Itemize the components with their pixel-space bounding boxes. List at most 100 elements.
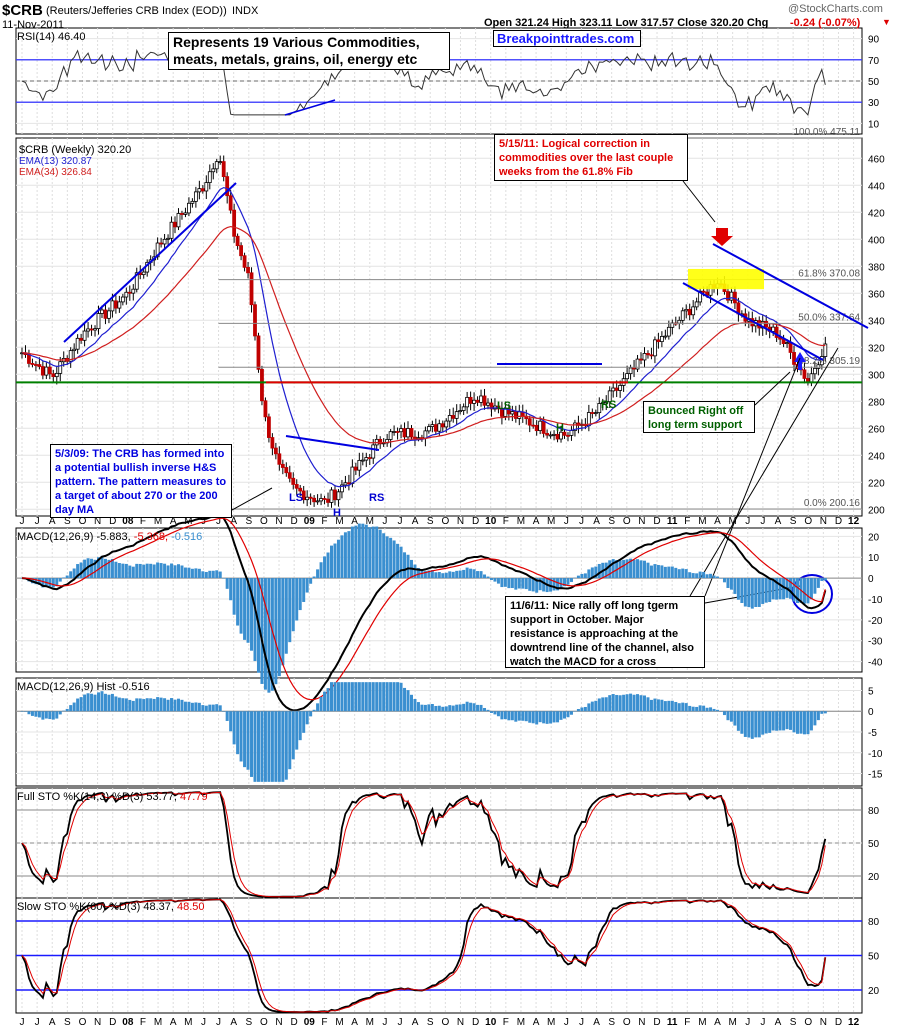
fsto-legend: Full STO %K(14,3) %D(3) 53.77, 47.79 xyxy=(17,791,208,803)
x-tick-bottom: N xyxy=(820,1017,827,1028)
hist-bar xyxy=(117,697,121,712)
down-arrow-icon xyxy=(711,228,733,246)
fib-label: 61.8% 370.08 xyxy=(798,269,860,280)
price-bar xyxy=(433,424,438,432)
hist-bar xyxy=(121,698,125,712)
macd-line xyxy=(21,514,827,712)
hist-bar xyxy=(371,682,375,712)
x-tick-bottom: M xyxy=(184,1017,192,1028)
hist-bar xyxy=(389,682,393,712)
change-readout: -0.24 (-0.07%) xyxy=(790,17,861,29)
price-bar xyxy=(402,428,407,438)
hist-bar xyxy=(107,694,111,712)
hist-bar xyxy=(100,691,104,712)
macd-signal-line xyxy=(22,517,826,701)
hist-bar xyxy=(705,707,709,712)
macd-y-tick: -40 xyxy=(868,658,883,669)
x-tick-bottom: F xyxy=(140,1017,146,1028)
hist-bar xyxy=(649,699,653,712)
hs-neckline-2009 xyxy=(285,435,380,451)
macd-hist-bar xyxy=(698,571,702,579)
price-bar xyxy=(260,368,264,402)
hist-bar xyxy=(660,699,664,712)
commodities-note: Represents 19 Various Commodities, meats… xyxy=(168,32,450,70)
macd-hist-bar xyxy=(813,578,817,594)
macd-hist-bar xyxy=(747,578,751,608)
hist-bar xyxy=(263,711,267,782)
x-tick-mid: J xyxy=(745,516,750,527)
hist-bar xyxy=(510,711,514,721)
price-bar xyxy=(635,358,640,370)
x-tick-bottom: J xyxy=(398,1017,403,1028)
hist-bar xyxy=(208,704,212,712)
hist-bar xyxy=(385,682,389,712)
hist-bar xyxy=(145,698,149,712)
macd-hist-bar xyxy=(670,566,674,579)
x-tick-bottom: A xyxy=(170,1017,177,1028)
hist-bar xyxy=(403,687,407,712)
price-bar xyxy=(40,366,45,376)
macd-hist-bar xyxy=(291,578,295,632)
x-tick-bottom: D xyxy=(472,1017,479,1028)
hist-bar xyxy=(319,696,323,712)
price-bar xyxy=(733,291,737,304)
price-bar xyxy=(534,424,539,432)
x-tick-mid: M xyxy=(366,516,374,527)
hist-bar xyxy=(670,700,674,712)
price-bar xyxy=(117,301,122,309)
ssto-y-tick: 20 xyxy=(868,986,880,997)
hs-label-ls-2008: LS xyxy=(289,492,304,504)
hist-bar xyxy=(813,711,817,726)
x-tick-bottom: 09 xyxy=(304,1017,316,1028)
macd-hist-bar xyxy=(757,578,761,607)
hist-bar xyxy=(114,696,118,712)
macd-hist-bar xyxy=(729,578,733,590)
x-tick-bottom: S xyxy=(790,1017,797,1028)
price-bar xyxy=(517,411,522,419)
price-bar xyxy=(666,326,671,337)
hist-bar xyxy=(243,711,247,768)
hist-bar xyxy=(542,711,546,724)
price-bar xyxy=(451,415,456,419)
macd-hist-bar xyxy=(93,559,97,579)
macd-hist-bar xyxy=(576,575,580,579)
hist-bar xyxy=(204,705,208,712)
fsto-y-tick: 80 xyxy=(868,806,880,817)
macd-hist-bar xyxy=(782,578,786,600)
hist-bar xyxy=(441,706,445,712)
macd-hist-bar xyxy=(653,564,657,579)
x-tick-mid: J xyxy=(760,516,765,527)
hist-bar xyxy=(218,705,222,712)
hist-bar xyxy=(48,711,52,720)
hist-bar xyxy=(83,694,87,712)
macd-hist-bar xyxy=(796,578,800,604)
macd-note: 11/6/11: Nice rally off long tgerm suppo… xyxy=(505,596,705,668)
macd-hist-bar xyxy=(375,526,379,579)
hist-bar xyxy=(563,711,567,719)
x-tick-bottom: J xyxy=(579,1017,584,1028)
macd-hist-bar xyxy=(323,556,327,579)
hist-bar xyxy=(493,711,497,715)
price-bar xyxy=(440,423,445,428)
x-tick-bottom: A xyxy=(412,1017,419,1028)
hist-bar xyxy=(639,695,643,712)
macd-hist-bar xyxy=(809,578,813,600)
price-bar xyxy=(183,212,188,215)
price-bar xyxy=(162,238,167,245)
hist-y-tick: -5 xyxy=(868,728,877,739)
price-bar xyxy=(785,342,789,345)
x-tick-mid: O xyxy=(623,516,631,527)
hist-bar xyxy=(413,698,417,712)
hist-bar xyxy=(636,694,640,712)
macd-hist-bar xyxy=(507,578,511,589)
hist-bar xyxy=(733,711,737,726)
hist-bar xyxy=(378,682,382,712)
hist-y-tick: 0 xyxy=(868,707,874,718)
hist-bar xyxy=(820,711,824,714)
macd-hist-bar xyxy=(117,563,121,579)
macd-hist-bar xyxy=(625,559,629,579)
hist-bar xyxy=(281,711,285,782)
hist-bar xyxy=(451,705,455,712)
hist-y-tick: -10 xyxy=(868,749,883,760)
hist-bar xyxy=(58,711,62,715)
